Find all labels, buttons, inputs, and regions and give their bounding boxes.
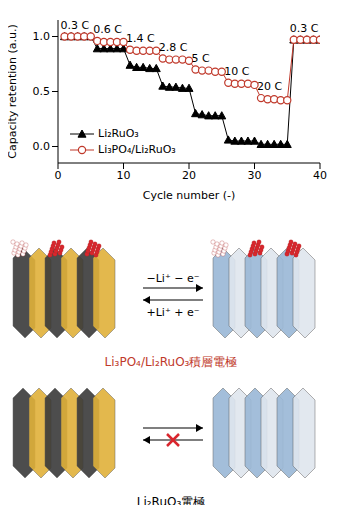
svg-text:2.8 C: 2.8 C [159,41,188,54]
svg-text:0.5: 0.5 [33,85,51,98]
html-text:Li₂RuO₃: Li₂RuO₃ [98,127,139,140]
svg-text:−Li⁺ − e⁻: −Li⁺ − e⁻ [147,272,200,285]
svg-text:0.0: 0.0 [33,140,51,153]
svg-text:40: 40 [313,169,327,182]
svg-text:Li₂RuO₃電極: Li₂RuO₃電極 [137,495,206,505]
svg-text:1.0: 1.0 [33,30,51,43]
svg-text:1.4 C: 1.4 C [126,32,155,45]
svg-text:10: 10 [117,169,131,182]
html-text:Li₃PO₄/Li₂RuO₃: Li₃PO₄/Li₂RuO₃ [98,143,176,156]
svg-text:Li₃PO₄/Li₂RuO₃積層電極: Li₃PO₄/Li₂RuO₃積層電極 [105,355,238,369]
svg-text:30: 30 [248,169,262,182]
svg-text:0.6 C: 0.6 C [93,23,122,36]
svg-text:0: 0 [55,169,62,182]
svg-text:Cycle number (-): Cycle number (-) [143,189,236,202]
svg-text:20 C: 20 C [257,80,282,93]
svg-text:0.3 C: 0.3 C [290,22,319,35]
svg-text:0.3 C: 0.3 C [61,19,90,32]
svg-text:5 C: 5 C [192,52,210,65]
svg-text:20: 20 [182,169,196,182]
svg-text:10 C: 10 C [224,65,249,78]
svg-text:+Li⁺ + e⁻: +Li⁺ + e⁻ [147,306,200,319]
svg-text:Capacity retention (a.u.): Capacity retention (a.u.) [8,24,19,159]
